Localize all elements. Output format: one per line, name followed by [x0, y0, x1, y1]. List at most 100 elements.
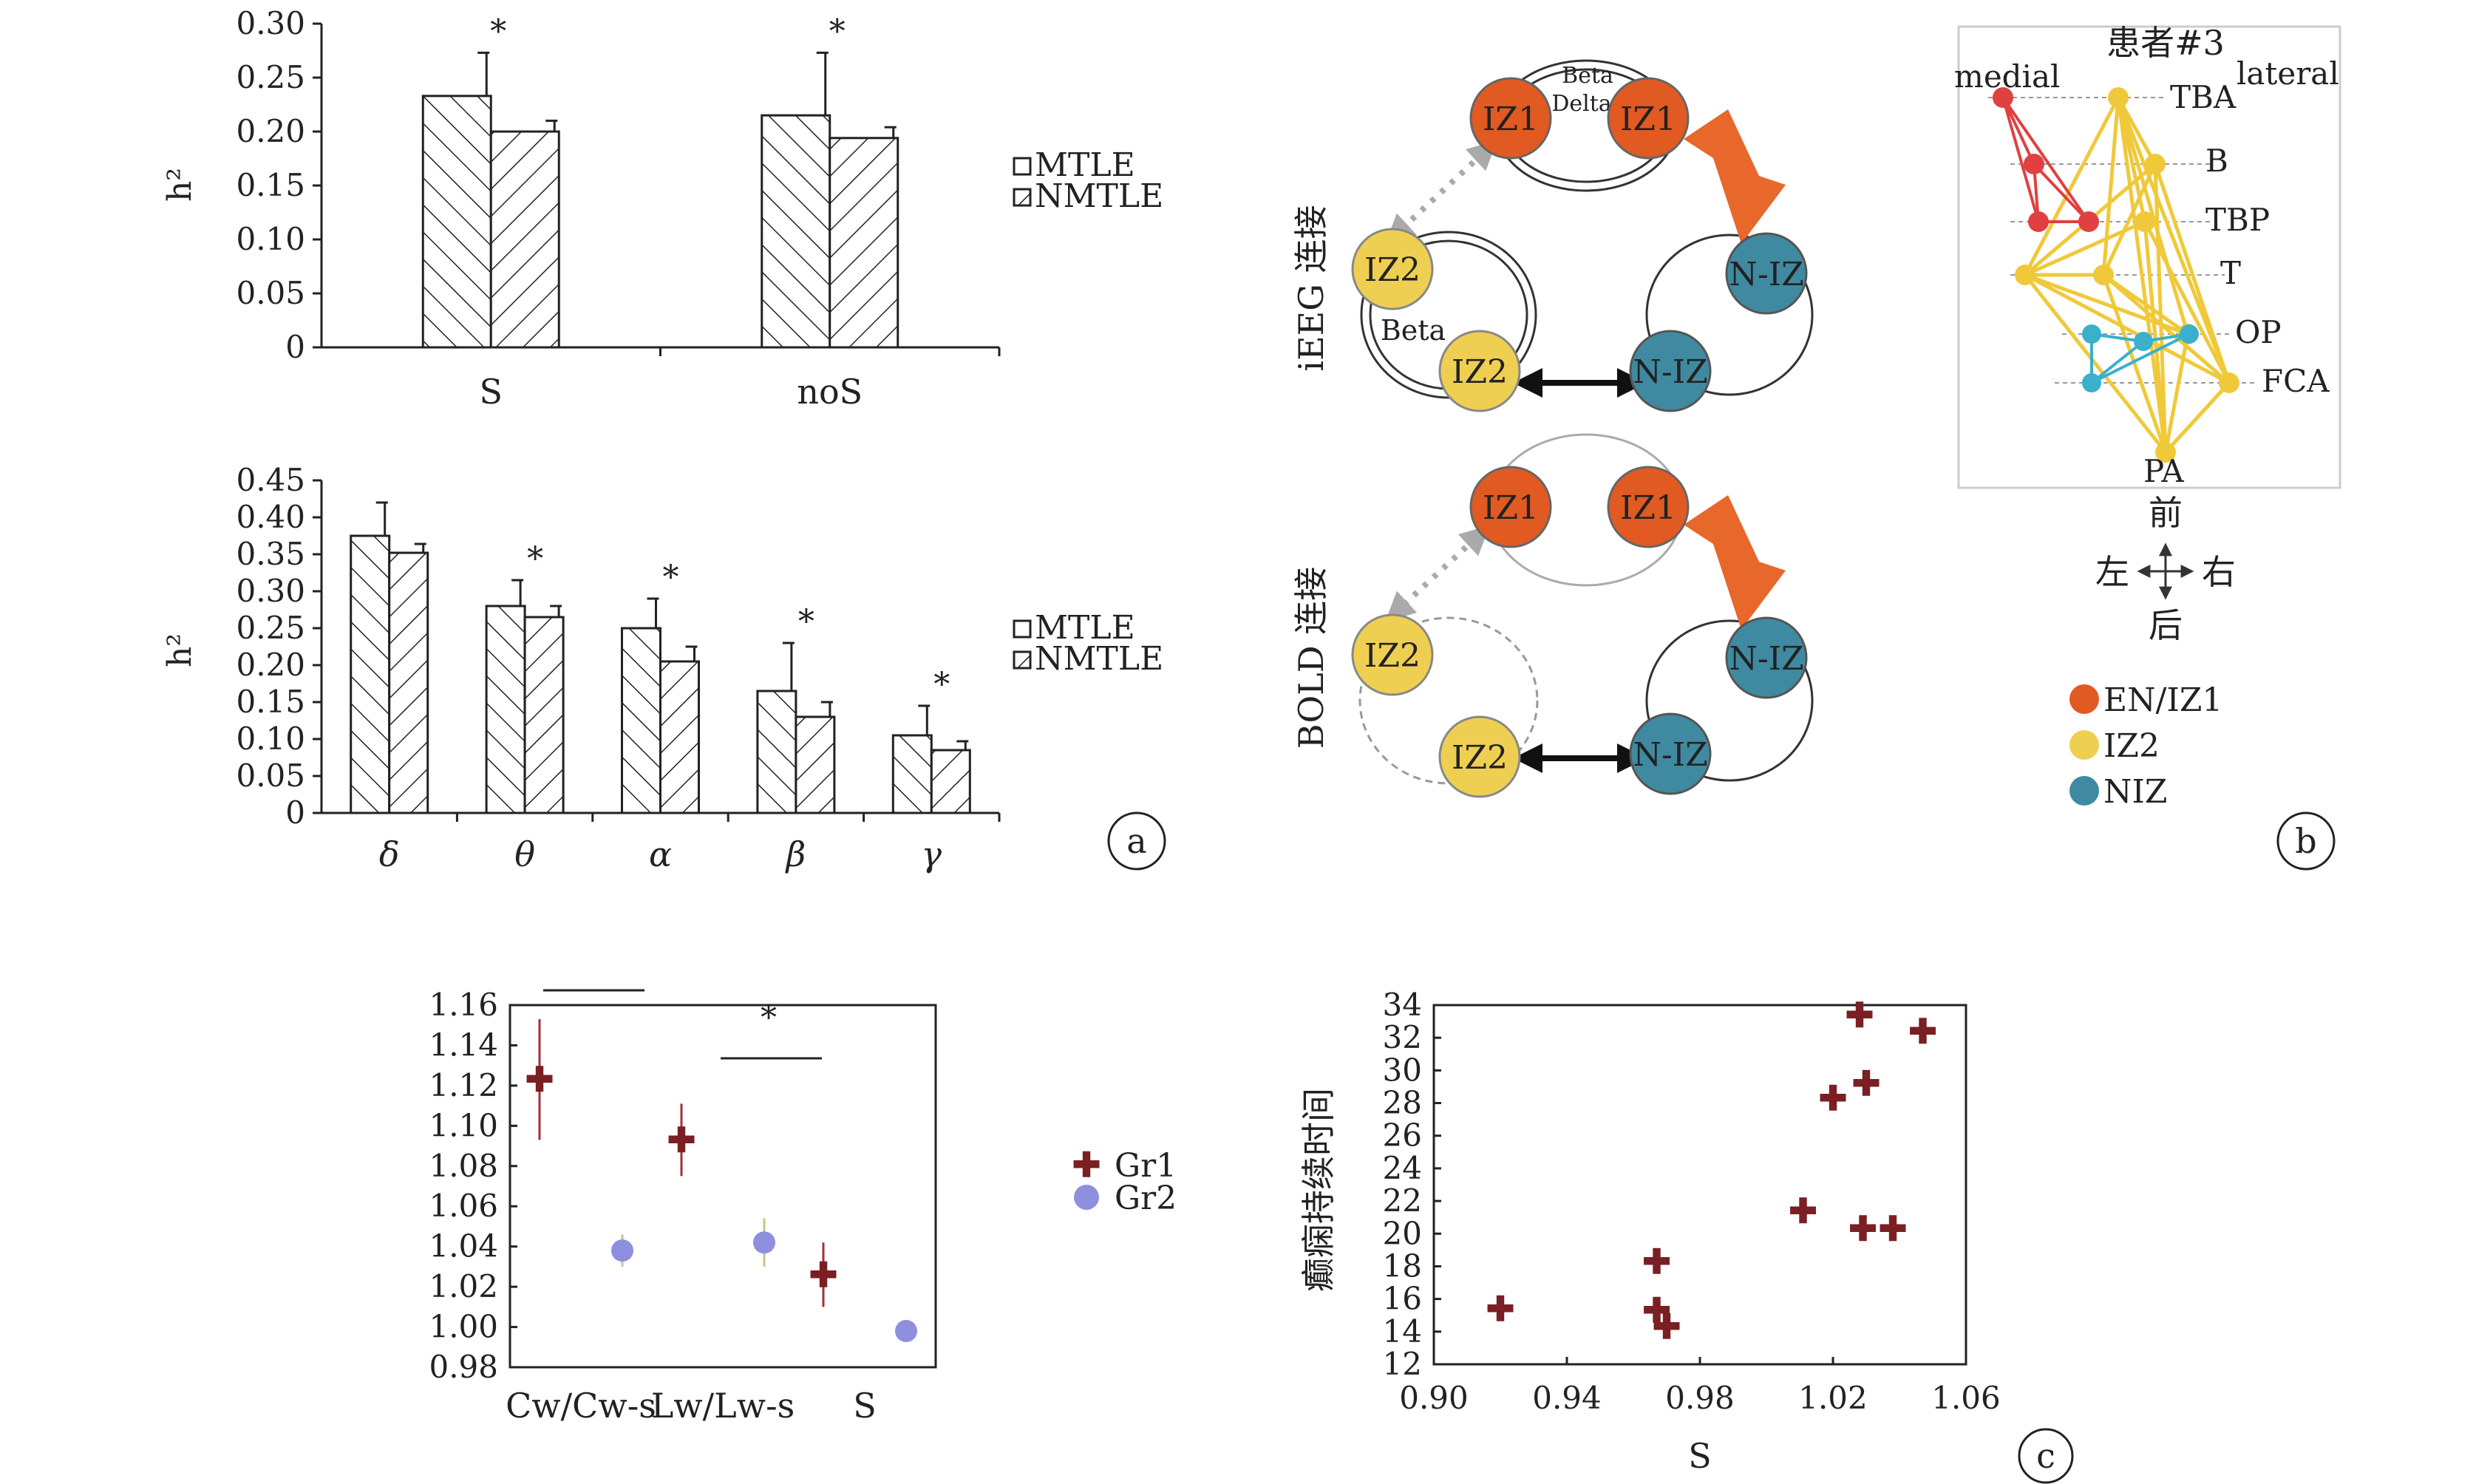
a2-significance-star: *: [527, 540, 543, 578]
panel-label-a: a: [1107, 811, 1166, 871]
c2-point: ✚: [1819, 1078, 1848, 1118]
a2-significance-star: *: [933, 666, 950, 704]
a2-xtick-label: β: [785, 834, 806, 874]
ieeg-node-niz-top: [1725, 232, 1808, 315]
c2-xtick-label: 0.90: [1399, 1380, 1469, 1416]
ieeg-node-iz2-top-label: IZ2: [1364, 251, 1421, 289]
a1-legend-label-mtle: MTLE: [1035, 146, 1135, 184]
a1-significance-star: *: [829, 13, 846, 50]
a2-bar-nmtle: [659, 660, 700, 814]
a1-ytick-label: 0.10: [236, 221, 305, 257]
c2-ytick-label: 32: [1383, 1019, 1422, 1055]
a2-bar-mtle: [891, 734, 933, 814]
compass-up: 前: [2149, 493, 2183, 533]
c1-ytick-label: 1.10: [429, 1107, 498, 1143]
c1-ytick-label: 1.02: [429, 1268, 498, 1304]
bold-node-iz1-right: [1607, 466, 1690, 548]
a1-ylabel: h²: [161, 168, 199, 202]
c2-point: ✚: [1908, 1011, 1937, 1051]
a1-bar-mtle: [421, 95, 492, 349]
c1-point-gr1: ✚: [525, 1060, 554, 1100]
a1-ytick-label: 0.30: [236, 5, 305, 41]
a1-ytick-label: 0.20: [236, 113, 305, 149]
bold-row-label: BOLD 连接: [1291, 567, 1331, 749]
ieeg-iz1-niz-thick-arrow: [1684, 109, 1786, 244]
legend-label-iz2: IZ2: [2103, 727, 2160, 765]
ieeg-row-label: iEEG 连接: [1291, 205, 1331, 371]
a2-ytick-label: 0.20: [236, 647, 305, 683]
a2-bar-nmtle: [795, 715, 836, 814]
a2-xtick-label: γ: [922, 834, 942, 874]
bold-node-iz2-top: [1351, 613, 1434, 696]
a1-bar-mtle: [761, 114, 831, 349]
c1-ytick-label: 1.06: [429, 1188, 498, 1224]
c2-xtick-label: 1.02: [1798, 1380, 1868, 1416]
c2-ytick-label: 22: [1383, 1182, 1422, 1219]
c1-ytick-label: 1.14: [429, 1027, 498, 1063]
c2-point: ✚: [1846, 995, 1874, 1035]
a2-bar-mtle: [350, 534, 391, 814]
ieeg-node-iz1-right: [1607, 77, 1690, 160]
compass: 前 后 左 右: [2095, 493, 2236, 645]
a1-bar-nmtle: [489, 130, 560, 349]
a2-significance-star: *: [798, 603, 814, 641]
legend-label-iz1: EN/IZ1: [2103, 681, 2222, 719]
c2-xtick-label: 0.94: [1532, 1380, 1602, 1416]
c1-ytick-label: 1.16: [429, 987, 498, 1023]
c1-point-gr1: ✚: [809, 1255, 838, 1295]
bold-node-iz2-bottom-label: IZ2: [1452, 739, 1508, 777]
a2-legend-swatch-nmtle: [1013, 650, 1032, 670]
compass-right: 右: [2202, 552, 2236, 592]
a2-ytick-label: 0.30: [236, 573, 305, 609]
c2-ytick-label: 16: [1383, 1281, 1422, 1317]
ieeg-node-iz1-left: [1469, 77, 1552, 160]
region-label-fca: FCA: [2262, 363, 2330, 399]
c2-point: ✚: [1789, 1191, 1817, 1231]
ieeg-node-iz2-bottom: [1438, 330, 1521, 412]
c2-point: ✚: [1642, 1290, 1671, 1330]
ieeg-node-niz-bottom-label: N-IZ: [1633, 353, 1707, 391]
c1-ytick-label: 0.98: [429, 1349, 498, 1385]
a1-legend-swatch-nmtle: [1013, 188, 1032, 207]
c1-ytick-label: 1.08: [429, 1148, 498, 1184]
bold-iz1-niz-thick-arrow: [1684, 495, 1786, 630]
a1-bar-nmtle: [829, 137, 899, 349]
a2-legend: MTLE NMTLE: [1013, 609, 1163, 678]
a2-ytick-label: 0.40: [236, 499, 305, 535]
a2-ytick-label: 0: [285, 794, 305, 831]
legend-dot-iz1: [2069, 684, 2099, 714]
a2-ylabel: h²: [161, 633, 199, 667]
anatomy-lateral-label: lateral: [2236, 55, 2339, 92]
panel-label-c: c: [2018, 1428, 2074, 1484]
c1-point-gr2: [895, 1320, 917, 1342]
ieeg-band-beta-left: Beta: [1381, 314, 1446, 347]
bold-node-iz2-bottom: [1438, 715, 1521, 798]
connectivity-diagram: iEEG 连接 BOLD 连接 Beta Delta Beta IZ1 IZ1 …: [1291, 59, 1814, 798]
a2-xtick-label: α: [649, 834, 672, 874]
c1-plot-frame: [508, 1004, 937, 1369]
ieeg-node-iz1-left-label: IZ1: [1483, 101, 1539, 138]
anatomy-red-nodes: [1993, 87, 2099, 232]
a2-bar-mtle: [485, 605, 526, 814]
ieeg-node-iz1-right-label: IZ1: [1620, 101, 1676, 138]
c2-ytick-label: 28: [1383, 1085, 1422, 1121]
region-label-op: OP: [2235, 314, 2282, 350]
a1-legend-swatch-mtle: [1013, 157, 1032, 176]
c1-legend: ✚ Gr1 Gr2: [1072, 1145, 1177, 1217]
legend-dot-iz2: [2069, 730, 2099, 760]
scatter-chart-c1: ✚ Gr1 Gr2 0.98 1.00 1.021.04 1.06 1.08 1.10 1.…: [429, 987, 1177, 1426]
region-label-tba: TBA: [2170, 79, 2236, 115]
c1-ytick-label: 1.12: [429, 1067, 498, 1103]
c2-point: ✚: [1486, 1289, 1515, 1329]
a2-legend-label-mtle: MTLE: [1035, 609, 1135, 647]
bold-node-iz1-right-label: IZ1: [1620, 489, 1676, 527]
ieeg-iz1-iz2-dotted-arrow: [1385, 140, 1497, 245]
anatomy-legend: EN/IZ1 IZ2 NIZ: [2069, 681, 2222, 811]
region-label-pa: PA: [2143, 453, 2184, 489]
a2-bar-mtle: [756, 690, 797, 814]
a2-bar-nmtle: [523, 616, 565, 814]
a2-xtick-label: θ: [514, 834, 535, 874]
c2-point: ✚: [1653, 1307, 1681, 1347]
